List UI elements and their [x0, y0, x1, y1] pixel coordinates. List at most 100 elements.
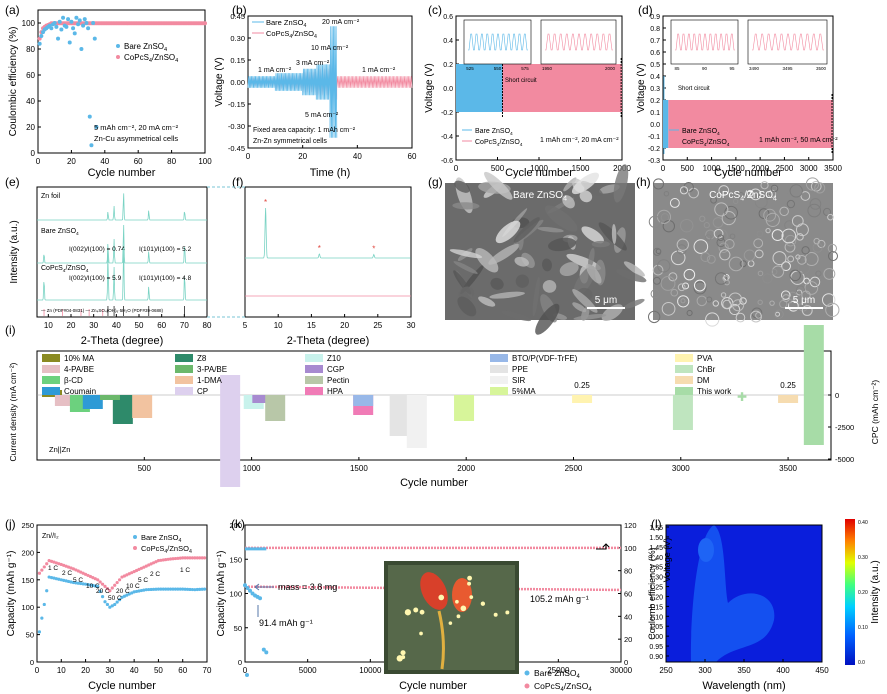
- sem-texture: [801, 246, 810, 255]
- rate-label: 1 C: [180, 567, 190, 574]
- y-axis-label: Coulombic efficiency (%): [8, 27, 19, 137]
- sem-texture: [663, 191, 670, 197]
- panel-label: (d): [638, 3, 653, 17]
- x-tick-label: 40: [100, 157, 109, 166]
- led-light-icon: [467, 575, 473, 581]
- inset-tick-label: 550: [494, 66, 502, 71]
- legend-bare: Bare ZnSO4: [124, 42, 167, 53]
- x-tick-label: 10: [57, 666, 66, 675]
- sem-texture: [660, 213, 670, 222]
- trace-label: Bare ZnSO4: [41, 228, 79, 237]
- sem-texture: [825, 302, 840, 317]
- sem-texture: [705, 234, 712, 241]
- x-tick-label: 25: [373, 321, 382, 330]
- sem-texture: [623, 261, 645, 277]
- panel-label: (h): [636, 175, 651, 189]
- rate-point: [183, 587, 187, 591]
- inset-trace: [752, 33, 824, 51]
- rate-point: [151, 561, 156, 565]
- rate-point: [81, 582, 85, 586]
- data-point-bare: [37, 41, 42, 46]
- data-point-bare: [86, 26, 91, 31]
- rate-point: [164, 558, 168, 562]
- x-tick-label: 100: [198, 157, 212, 166]
- sem-texture: [769, 300, 775, 306]
- sem-texture: [457, 296, 477, 317]
- rate-point: [91, 583, 95, 588]
- sem-texture: [670, 288, 679, 297]
- rate-point: [193, 588, 197, 592]
- y2-tick-label: 60: [624, 590, 632, 599]
- bar-cpc: [454, 395, 475, 421]
- rate-point: [200, 587, 204, 591]
- y-tick-label: 0.7: [650, 38, 660, 45]
- sem-texture: [724, 238, 735, 250]
- rate-point: [183, 556, 187, 560]
- x-tick-label: 2000: [457, 464, 475, 473]
- inset-tick-label: 3490: [749, 66, 760, 71]
- panel-label: (c): [428, 3, 442, 17]
- y-axis-label: Intensity (a.u.): [9, 220, 20, 283]
- sem-texture: [813, 237, 820, 245]
- legend-swatch: [675, 376, 693, 384]
- sem-texture: [693, 239, 709, 254]
- rate-point: [69, 566, 73, 570]
- data-point-bare: [79, 47, 84, 51]
- led-light-icon: [505, 610, 510, 615]
- y-tick-label: 50: [26, 631, 34, 640]
- annotation: Zn//I₂: [42, 533, 59, 540]
- rate-point: [110, 586, 114, 590]
- data-point-bare: [54, 24, 59, 29]
- y2-tick-label: 80: [624, 567, 632, 576]
- data-point-bare: [94, 125, 99, 129]
- x-tick-label: 30: [105, 666, 114, 675]
- rate-point: [93, 584, 97, 588]
- legend-swatch: [490, 376, 508, 384]
- rate-point: [200, 556, 204, 560]
- y-tick-label: 100: [229, 590, 242, 599]
- sem-texture: [693, 279, 706, 292]
- rate-point: [81, 571, 85, 575]
- sem-texture: [623, 298, 645, 309]
- sem-texture: [782, 294, 791, 302]
- rate-point: [110, 604, 114, 608]
- peak-ratio-label: I(101)/I(100) = 4.8: [139, 275, 192, 282]
- sem-texture: [657, 259, 671, 273]
- inset-tick-label: 3495: [782, 66, 793, 71]
- rate-point: [79, 570, 83, 574]
- x-tick-label: 70: [203, 666, 212, 675]
- sem-texture: [572, 302, 587, 313]
- bar-cpc: [252, 395, 273, 403]
- legend-marker-copcs: [524, 683, 530, 689]
- sem-texture: [535, 303, 560, 335]
- capacity-point-bare: [248, 588, 253, 593]
- sem-texture: [532, 276, 540, 317]
- sem-texture: [784, 234, 797, 247]
- panel-j: (j) 0 10 20 30 40 50 60 70 0 50 100 150 200 250 Cycle n…: [5, 517, 212, 692]
- current-label: 10 mA cm⁻²: [311, 45, 349, 52]
- rate-point: [178, 556, 182, 560]
- data-point-bare: [61, 15, 66, 20]
- sem-texture: [652, 276, 661, 285]
- annotation: Fixed area capacity: 1 mAh cm⁻²: [253, 127, 356, 134]
- colorbar-tick-label: 0.0: [858, 660, 865, 666]
- arrow-icon: [254, 583, 274, 591]
- x-tick-label: 3500: [824, 164, 842, 173]
- capacity-point-bare: [243, 583, 247, 588]
- y2-tick-label: 100: [624, 544, 637, 553]
- sem-texture: [756, 230, 764, 238]
- sem-texture: [559, 262, 579, 277]
- rate-point: [120, 575, 124, 579]
- led-light-icon: [469, 595, 474, 599]
- panel-label: (e): [5, 175, 20, 189]
- y-axis-label: Current density (mA cm⁻²): [8, 362, 18, 461]
- rate-point: [98, 589, 102, 594]
- annotation: Zn-Cu asymmetrical cells: [94, 134, 178, 143]
- rate-point: [37, 630, 42, 634]
- rate-point: [105, 602, 110, 607]
- x-tick-label: 0: [36, 157, 41, 166]
- x-tick-label: 25000: [547, 666, 570, 675]
- sem-texture: [679, 186, 689, 195]
- sem-texture: [515, 274, 530, 288]
- rate-point: [83, 582, 88, 586]
